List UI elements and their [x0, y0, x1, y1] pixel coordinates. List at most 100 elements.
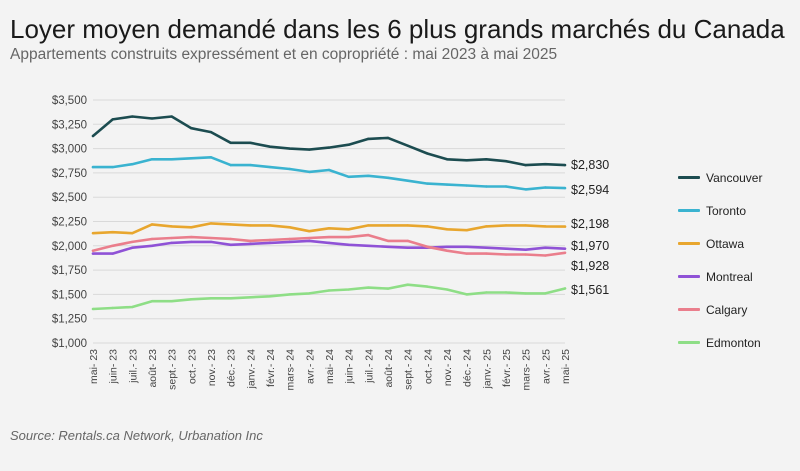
data-point-toronto — [131, 162, 134, 166]
data-point-calgary — [308, 236, 311, 240]
data-point-vancouver — [386, 136, 390, 140]
data-point-edmonton — [465, 293, 468, 296]
data-point-toronto — [347, 175, 350, 178]
x-tick-label: déc.- 24 — [462, 349, 474, 387]
data-point-edmonton — [308, 292, 311, 295]
data-point-ottawa — [249, 224, 252, 227]
x-tick-label: mai- 25 — [560, 349, 572, 384]
data-point-edmonton — [288, 293, 291, 296]
data-point-calgary — [347, 235, 350, 239]
data-point-toronto — [229, 163, 232, 167]
data-point-ottawa — [288, 226, 291, 229]
data-point-calgary — [170, 236, 173, 240]
data-point-ottawa — [544, 225, 547, 228]
data-point-edmonton — [406, 283, 409, 286]
data-point-edmonton — [367, 286, 370, 289]
end-label-montreal: $1,970 — [571, 239, 609, 253]
data-point-calgary — [504, 253, 508, 256]
x-tick-label: sept.- 23 — [167, 349, 179, 390]
legend-swatch — [678, 242, 700, 245]
data-point-edmonton — [170, 300, 173, 303]
data-point-montreal — [485, 246, 488, 249]
data-point-ottawa — [445, 228, 449, 231]
data-point-ottawa — [150, 223, 154, 226]
data-point-vancouver — [111, 118, 114, 121]
y-tick-label: $1,000 — [52, 338, 87, 350]
data-point-vancouver — [347, 143, 350, 146]
data-point-vancouver — [249, 141, 252, 144]
legend-item-toronto: Toronto — [678, 194, 762, 227]
data-point-toronto — [563, 186, 567, 190]
data-point-vancouver — [170, 115, 173, 118]
data-point-toronto — [386, 176, 390, 179]
data-point-ottawa — [386, 224, 390, 227]
data-point-calgary — [485, 252, 488, 255]
data-point-toronto — [249, 163, 252, 167]
data-point-montreal — [268, 241, 272, 245]
chart-title: Loyer moyen demandé dans les 6 plus gran… — [10, 14, 785, 44]
data-point-ottawa — [367, 224, 370, 227]
y-tick-label: $1,250 — [52, 314, 87, 326]
data-point-ottawa — [190, 226, 193, 229]
data-point-toronto — [111, 165, 114, 169]
data-point-calgary — [426, 245, 429, 248]
data-point-toronto — [170, 158, 173, 161]
data-point-montreal — [465, 245, 468, 248]
x-tick-label: août- 24 — [383, 349, 395, 388]
legend-label: Vancouver — [706, 170, 763, 185]
data-point-calgary — [150, 237, 154, 241]
x-tick-label: janv.- 24 — [245, 349, 257, 390]
data-point-edmonton — [544, 292, 547, 295]
x-tick-label: oct.- 23 — [186, 349, 198, 384]
data-point-edmonton — [485, 291, 488, 294]
data-point-vancouver — [91, 134, 95, 138]
data-point-ottawa — [209, 222, 213, 225]
data-point-ottawa — [347, 228, 350, 231]
legend-item-vancouver: Vancouver — [678, 161, 762, 194]
data-point-ottawa — [563, 225, 567, 228]
y-tick-label: $3,000 — [52, 144, 87, 156]
x-tick-label: avr.- 24 — [304, 349, 316, 384]
data-point-montreal — [308, 239, 311, 243]
y-tick-label: $2,000 — [52, 241, 87, 253]
data-point-montreal — [367, 244, 370, 247]
x-tick-label: janv.- 25 — [481, 349, 493, 390]
data-point-calgary — [544, 254, 547, 257]
data-point-ottawa — [465, 229, 468, 232]
series-line-edmonton — [91, 283, 567, 311]
data-point-edmonton — [229, 297, 232, 300]
data-point-vancouver — [544, 162, 547, 166]
data-point-montreal — [347, 243, 350, 247]
data-point-calgary — [268, 238, 272, 242]
data-point-edmonton — [209, 297, 213, 300]
legend-label: Toronto — [706, 203, 747, 218]
y-tick-label: $1,500 — [52, 289, 87, 301]
data-point-calgary — [367, 233, 370, 237]
x-tick-label: juin- 24 — [344, 349, 356, 385]
data-point-edmonton — [111, 306, 114, 310]
data-point-edmonton — [131, 305, 134, 309]
data-point-edmonton — [327, 289, 331, 292]
legend-item-calgary: Calgary — [678, 293, 762, 326]
x-tick-label: août- 23 — [147, 349, 159, 388]
data-point-toronto — [150, 158, 154, 161]
data-point-vancouver — [367, 137, 370, 141]
data-point-toronto — [190, 157, 193, 160]
data-point-toronto — [485, 185, 488, 188]
y-tick-label: $3,250 — [52, 119, 87, 131]
data-point-montreal — [544, 246, 547, 249]
data-point-edmonton — [524, 292, 527, 295]
data-point-ottawa — [524, 224, 527, 227]
data-point-ottawa — [504, 224, 508, 227]
x-tick-label: juin- 23 — [108, 349, 120, 385]
data-point-calgary — [524, 253, 527, 256]
x-tick-label: sept.- 24 — [403, 349, 415, 390]
data-point-toronto — [544, 186, 547, 189]
data-point-edmonton — [150, 300, 154, 303]
legend-label: Calgary — [706, 302, 748, 317]
data-point-edmonton — [386, 287, 390, 290]
end-label-vancouver: $2,830 — [571, 158, 609, 172]
data-point-toronto — [327, 168, 331, 172]
data-point-montreal — [386, 245, 390, 248]
data-point-ottawa — [308, 230, 311, 233]
